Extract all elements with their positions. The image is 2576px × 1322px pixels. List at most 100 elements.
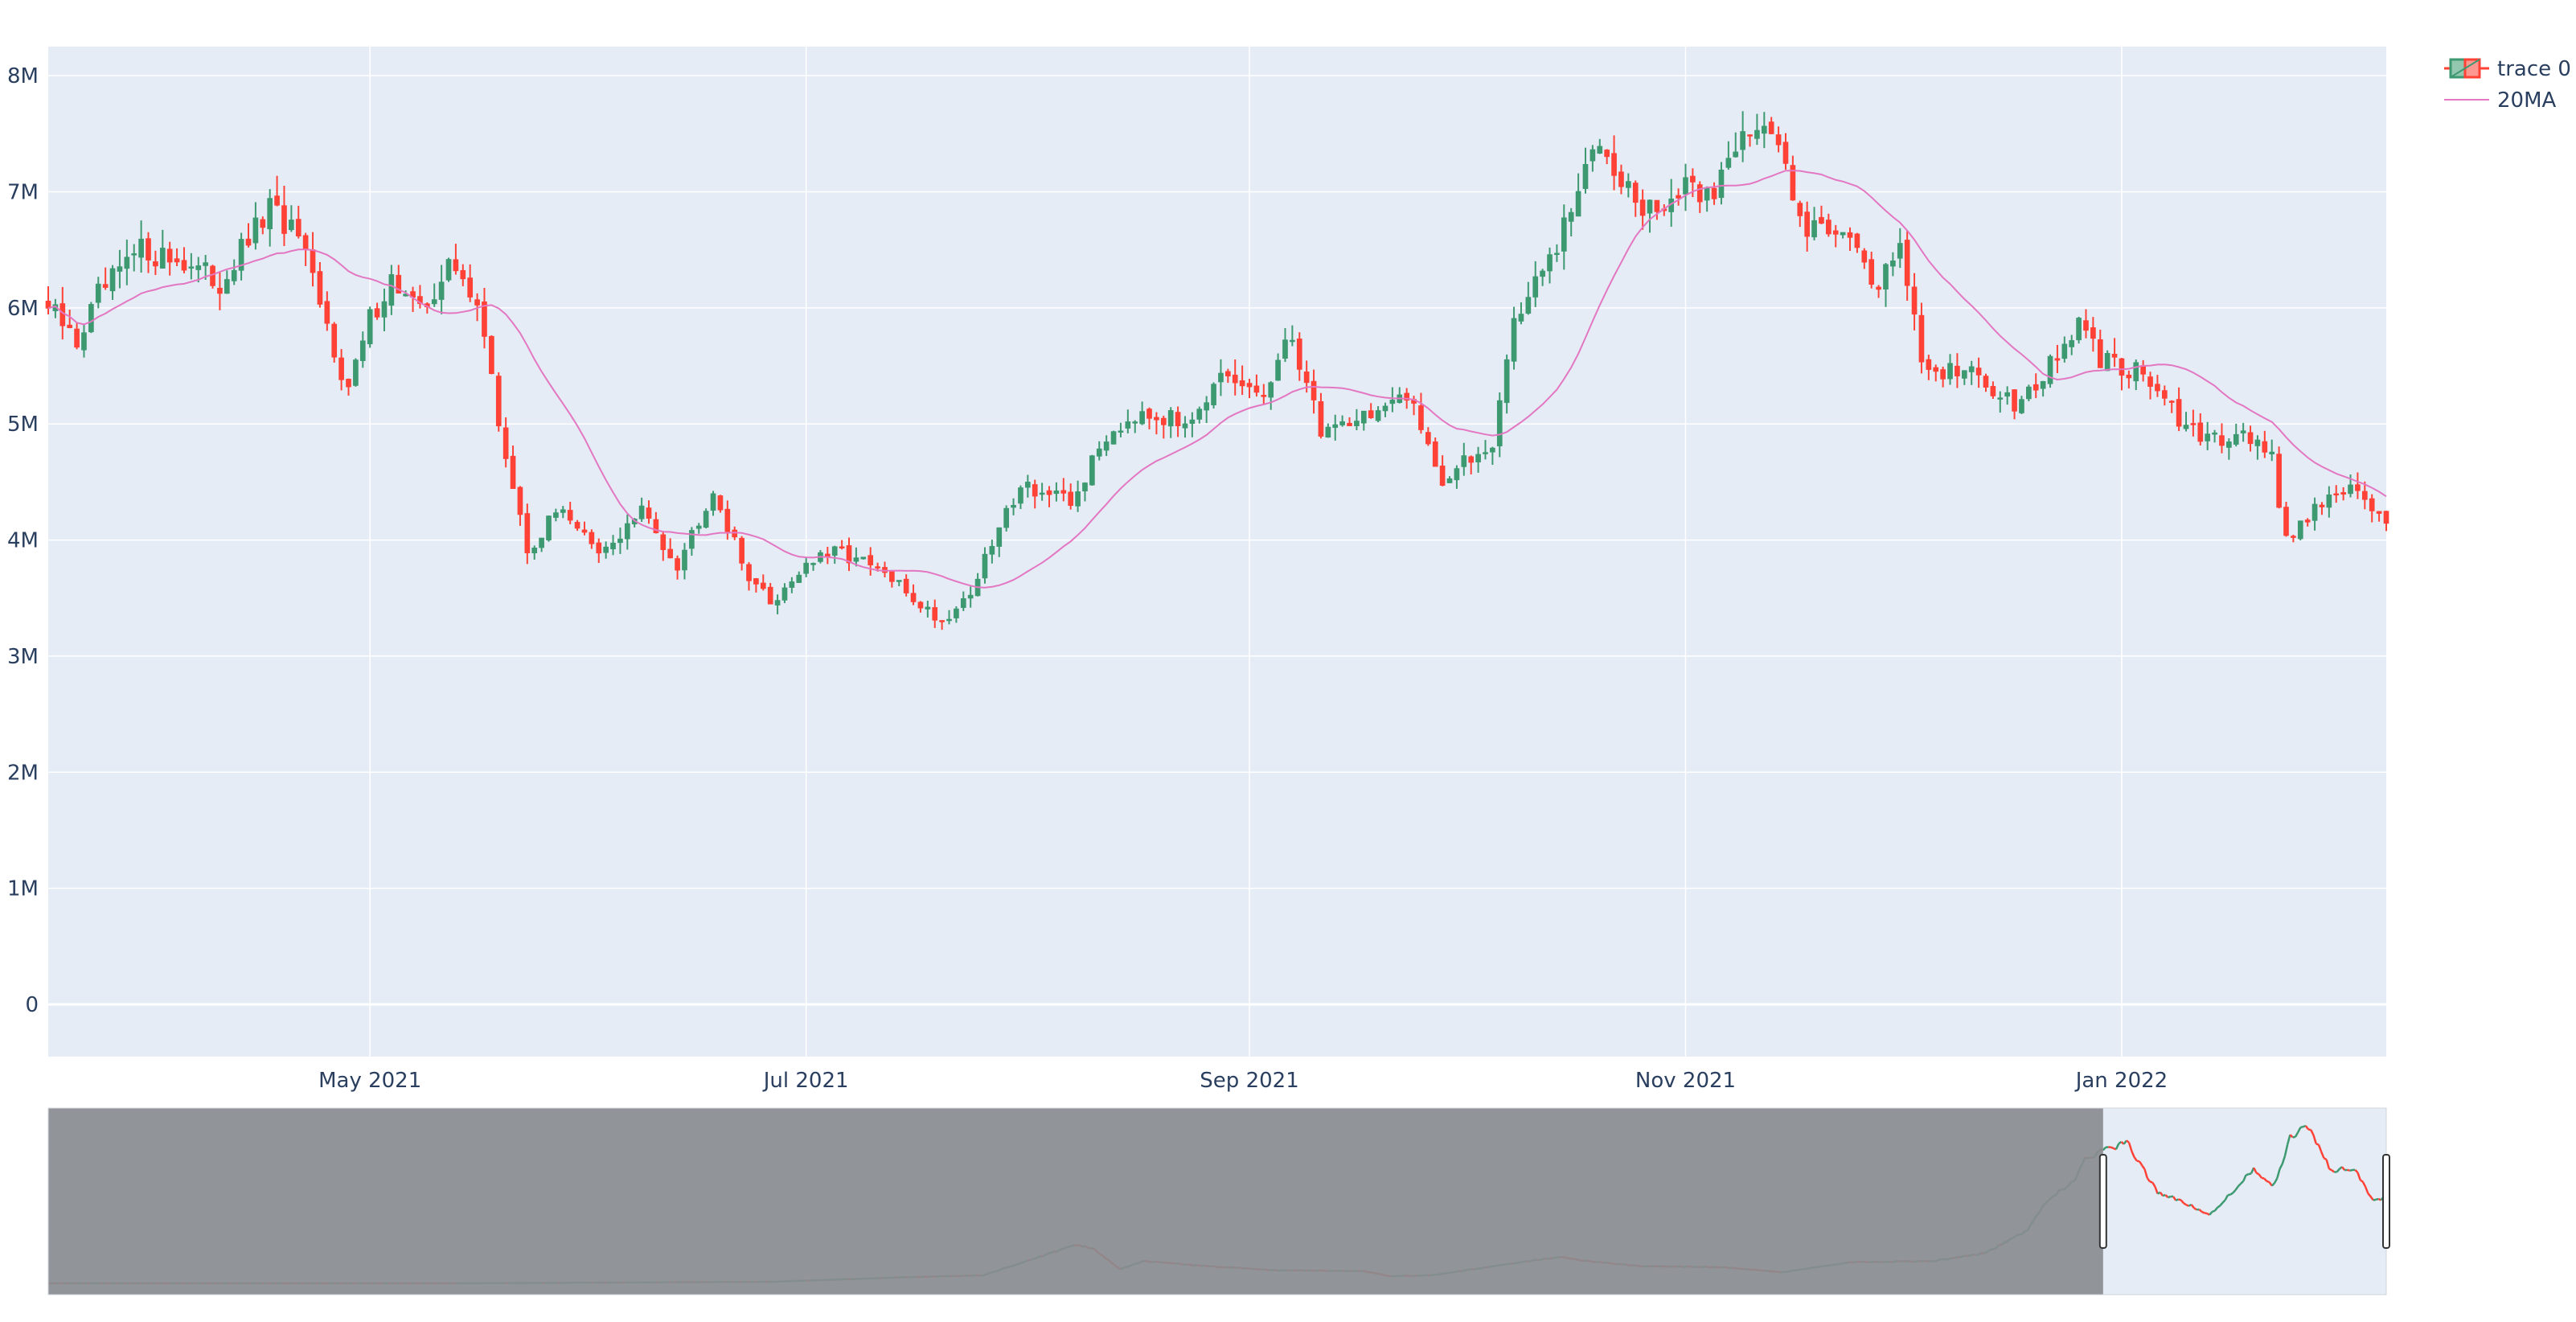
candle[interactable] bbox=[2054, 344, 2061, 374]
candle[interactable] bbox=[1311, 369, 1317, 414]
candle[interactable] bbox=[2291, 535, 2296, 543]
candle[interactable] bbox=[1525, 281, 1532, 315]
candle[interactable] bbox=[1654, 199, 1660, 220]
candle[interactable] bbox=[2319, 502, 2325, 515]
candle[interactable] bbox=[1275, 353, 1281, 381]
candle[interactable] bbox=[1032, 479, 1038, 509]
candle[interactable] bbox=[703, 508, 709, 529]
candle[interactable] bbox=[2012, 389, 2017, 420]
candle[interactable] bbox=[1639, 189, 1646, 230]
candle[interactable] bbox=[1011, 498, 1016, 515]
candle[interactable] bbox=[531, 545, 538, 560]
candle[interactable] bbox=[2076, 316, 2082, 344]
legend-item-20ma[interactable]: 20MA bbox=[2444, 88, 2557, 113]
candle[interactable] bbox=[2226, 438, 2232, 460]
candle[interactable] bbox=[1354, 409, 1360, 431]
candlestick-series[interactable] bbox=[45, 111, 2389, 630]
candle[interactable] bbox=[210, 265, 215, 289]
candle[interactable] bbox=[1718, 162, 1725, 205]
candle[interactable] bbox=[1518, 302, 1524, 325]
candle[interactable] bbox=[967, 586, 974, 608]
candle[interactable] bbox=[603, 541, 609, 559]
candle[interactable] bbox=[1332, 414, 1339, 441]
candle[interactable] bbox=[174, 248, 180, 266]
candle[interactable] bbox=[438, 265, 445, 314]
candle[interactable] bbox=[1139, 401, 1145, 425]
candle[interactable] bbox=[1461, 442, 1467, 476]
candle[interactable] bbox=[660, 531, 667, 561]
range-slider-right-handle[interactable] bbox=[2382, 1154, 2390, 1249]
candle[interactable] bbox=[1146, 407, 1152, 429]
candle[interactable] bbox=[939, 620, 945, 630]
candle[interactable] bbox=[2361, 481, 2368, 510]
candle[interactable] bbox=[388, 265, 395, 315]
candle[interactable] bbox=[910, 584, 917, 606]
candle[interactable] bbox=[896, 580, 902, 586]
candle[interactable] bbox=[67, 310, 73, 329]
candle[interactable] bbox=[860, 556, 867, 560]
candle[interactable] bbox=[1968, 360, 1975, 385]
candle[interactable] bbox=[567, 502, 573, 524]
candle[interactable] bbox=[1446, 476, 1453, 483]
candle[interactable] bbox=[1189, 412, 1196, 437]
candle[interactable] bbox=[946, 610, 952, 625]
candle[interactable] bbox=[2019, 396, 2024, 415]
candle[interactable] bbox=[1339, 415, 1345, 427]
candle[interactable] bbox=[1832, 224, 1839, 248]
candle[interactable] bbox=[1975, 357, 1982, 388]
candle[interactable] bbox=[353, 358, 359, 387]
candle[interactable] bbox=[1018, 485, 1023, 509]
candle[interactable] bbox=[260, 216, 266, 235]
candle[interactable] bbox=[146, 232, 151, 273]
candle[interactable] bbox=[2311, 497, 2318, 531]
candle[interactable] bbox=[188, 252, 195, 280]
candle[interactable] bbox=[1096, 441, 1102, 461]
candle[interactable] bbox=[1618, 164, 1624, 195]
candle[interactable] bbox=[2183, 412, 2189, 432]
candle[interactable] bbox=[689, 527, 695, 556]
candle[interactable] bbox=[482, 287, 487, 349]
candle[interactable] bbox=[1696, 181, 1703, 213]
candle[interactable] bbox=[1647, 199, 1653, 233]
candle[interactable] bbox=[359, 331, 366, 368]
candle[interactable] bbox=[2069, 335, 2075, 355]
candle[interactable] bbox=[467, 264, 474, 302]
candle[interactable] bbox=[2190, 409, 2197, 437]
candle[interactable] bbox=[1683, 163, 1688, 211]
candle[interactable] bbox=[2061, 336, 2068, 363]
candle[interactable] bbox=[917, 601, 924, 613]
candle[interactable] bbox=[1632, 180, 1639, 217]
candle[interactable] bbox=[1868, 251, 1875, 289]
candle[interactable] bbox=[1854, 232, 1860, 253]
candle[interactable] bbox=[1761, 112, 1767, 149]
candle[interactable] bbox=[1626, 173, 1631, 198]
candle[interactable] bbox=[1940, 366, 1946, 388]
candle[interactable] bbox=[2247, 425, 2254, 452]
candle[interactable] bbox=[1876, 285, 1881, 298]
candle[interactable] bbox=[396, 265, 402, 294]
candle[interactable] bbox=[131, 244, 137, 272]
candle[interactable] bbox=[1589, 145, 1596, 172]
candle[interactable] bbox=[1997, 391, 2004, 413]
candle[interactable] bbox=[1797, 200, 1803, 228]
candle[interactable] bbox=[767, 582, 773, 605]
candle[interactable] bbox=[2297, 520, 2303, 540]
candle[interactable] bbox=[846, 537, 852, 572]
candle[interactable] bbox=[2126, 370, 2132, 389]
candle[interactable] bbox=[1060, 478, 1067, 502]
candle[interactable] bbox=[517, 486, 523, 526]
candle[interactable] bbox=[2219, 423, 2225, 454]
candle[interactable] bbox=[224, 270, 230, 294]
candle[interactable] bbox=[231, 259, 237, 285]
candle[interactable] bbox=[1382, 402, 1388, 417]
candle[interactable] bbox=[774, 594, 781, 614]
candle[interactable] bbox=[1961, 370, 1967, 385]
candle[interactable] bbox=[1167, 407, 1174, 438]
candle[interactable] bbox=[1597, 138, 1603, 154]
candle[interactable] bbox=[159, 229, 166, 269]
candle[interactable] bbox=[1160, 415, 1167, 439]
candle[interactable] bbox=[2119, 358, 2125, 391]
candle[interactable] bbox=[753, 577, 759, 593]
candle[interactable] bbox=[1261, 384, 1267, 405]
candle[interactable] bbox=[2161, 385, 2168, 406]
